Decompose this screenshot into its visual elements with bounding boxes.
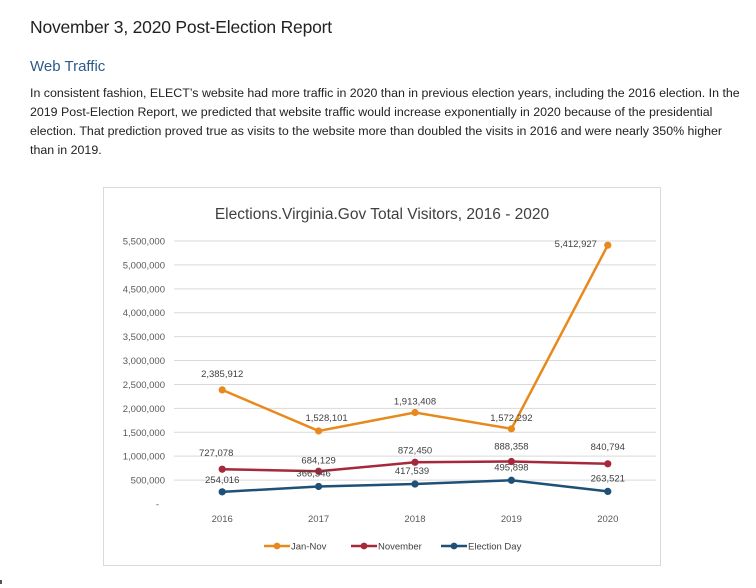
x-tick-label: 2019 bbox=[501, 514, 522, 525]
chart-container: Elections.Virginia.Gov Total Visitors, 2… bbox=[103, 187, 661, 566]
data-point bbox=[218, 488, 226, 496]
y-tick-label: 5,000,000 bbox=[123, 260, 165, 271]
data-label: 684,129 bbox=[301, 455, 335, 466]
chart-title: Elections.Virginia.Gov Total Visitors, 2… bbox=[215, 206, 550, 223]
data-label: 1,913,408 bbox=[394, 397, 436, 408]
legend-swatch-marker bbox=[273, 542, 281, 550]
page-edge-mark bbox=[0, 580, 2, 584]
legend-swatch-marker bbox=[450, 542, 458, 550]
data-point bbox=[604, 460, 612, 468]
x-tick-label: 2016 bbox=[212, 514, 233, 525]
y-tick-label: 500,000 bbox=[131, 476, 165, 487]
legend-label: Jan-Nov bbox=[291, 542, 327, 553]
data-label: 840,794 bbox=[591, 442, 625, 453]
y-tick-label-zero: - bbox=[156, 500, 159, 511]
y-tick-label: 2,000,000 bbox=[123, 404, 165, 415]
data-label: 872,450 bbox=[398, 445, 432, 456]
data-point bbox=[315, 482, 323, 491]
data-point bbox=[315, 467, 323, 475]
data-label: 254,016 bbox=[205, 475, 239, 486]
data-label: 366,346 bbox=[296, 468, 330, 479]
data-point bbox=[218, 465, 226, 473]
y-tick-label: 3,500,000 bbox=[123, 332, 165, 343]
data-label: 495,898 bbox=[494, 462, 528, 473]
y-tick-label: 3,000,000 bbox=[123, 356, 165, 367]
data-point bbox=[604, 487, 612, 495]
data-point bbox=[315, 427, 323, 435]
data-label: 888,358 bbox=[494, 442, 528, 453]
data-point bbox=[411, 480, 419, 488]
data-label: 417,539 bbox=[395, 466, 429, 477]
x-tick-label: 2017 bbox=[308, 514, 329, 525]
data-point bbox=[411, 458, 419, 466]
legend-label: November bbox=[378, 542, 422, 553]
legend-label: Election Day bbox=[468, 542, 522, 553]
report-title: November 3, 2020 Post-Election Report bbox=[30, 17, 332, 37]
data-point bbox=[218, 386, 226, 394]
data-point bbox=[507, 476, 515, 484]
data-label: 1,572,292 bbox=[490, 413, 532, 424]
y-tick-label: 4,500,000 bbox=[123, 284, 165, 295]
data-point bbox=[507, 457, 515, 466]
legend-swatch-marker bbox=[360, 542, 368, 550]
data-label: 1,528,101 bbox=[305, 413, 347, 424]
data-point bbox=[507, 425, 515, 433]
data-point bbox=[411, 408, 419, 417]
line-chart: Elections.Virginia.Gov Total Visitors, 2… bbox=[123, 206, 656, 553]
x-tick-label: 2020 bbox=[597, 514, 618, 525]
body-paragraph: In consistent fashion, ELECT’s website h… bbox=[30, 86, 740, 157]
data-point bbox=[604, 241, 612, 249]
y-tick-label: 2,500,000 bbox=[123, 380, 165, 391]
y-tick-label: 1,000,000 bbox=[123, 452, 165, 463]
x-tick-label: 2018 bbox=[404, 514, 425, 525]
data-label: 727,078 bbox=[199, 448, 233, 459]
y-tick-label: 5,500,000 bbox=[123, 237, 165, 248]
y-tick-label: 1,500,000 bbox=[123, 428, 165, 439]
data-label: 263,521 bbox=[591, 473, 625, 484]
data-label: 2,385,912 bbox=[201, 369, 243, 380]
y-tick-label: 4,000,000 bbox=[123, 308, 165, 319]
section-heading: Web Traffic bbox=[30, 58, 106, 75]
data-label: 5,412,927 bbox=[555, 239, 597, 250]
